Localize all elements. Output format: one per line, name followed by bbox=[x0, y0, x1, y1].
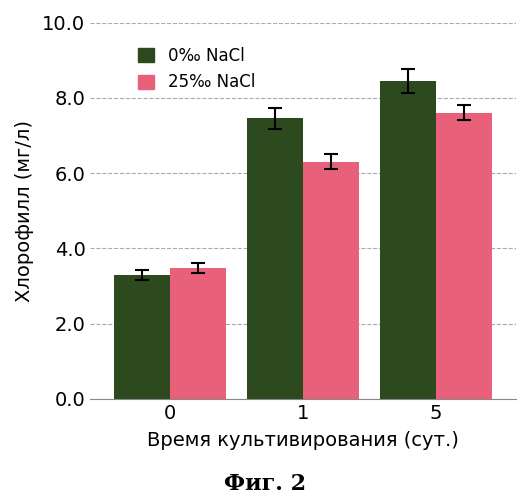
Text: Фиг. 2: Фиг. 2 bbox=[225, 473, 306, 495]
Bar bbox=[114, 274, 170, 399]
Bar bbox=[436, 113, 492, 399]
Bar bbox=[170, 268, 226, 399]
X-axis label: Время культивирования (сут.): Время культивирования (сут.) bbox=[147, 431, 459, 450]
Legend: 0‰⁠ NaCl, 25‰⁠ NaCl: 0‰⁠ NaCl, 25‰⁠ NaCl bbox=[133, 42, 260, 96]
Bar bbox=[303, 162, 359, 399]
Bar bbox=[247, 118, 303, 399]
Bar bbox=[380, 81, 436, 399]
Y-axis label: Хлорофилл (мг/л): Хлорофилл (мг/л) bbox=[15, 120, 34, 302]
